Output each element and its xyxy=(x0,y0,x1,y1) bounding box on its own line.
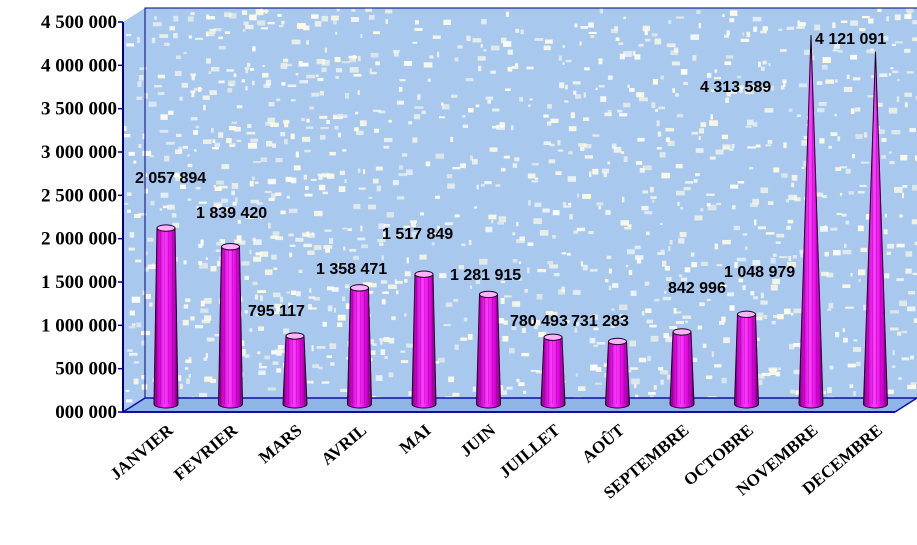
data-label: 1 048 979 xyxy=(724,264,795,281)
bar xyxy=(862,51,889,409)
bar xyxy=(282,332,308,409)
x-tick-label: MARS xyxy=(255,421,306,468)
bar xyxy=(798,35,824,409)
bar xyxy=(604,337,631,409)
bar xyxy=(153,224,179,409)
x-tick-label: JANVIER xyxy=(106,420,177,484)
bars xyxy=(153,35,889,409)
bar xyxy=(669,328,695,409)
y-tick-label: 3 000 000 xyxy=(41,142,117,163)
y-tick-label: 1 500 000 xyxy=(41,272,117,293)
x-tick-label: FEVRIER xyxy=(170,420,241,484)
bar xyxy=(411,270,437,409)
bar xyxy=(475,290,502,409)
y-tick-label: 500 000 xyxy=(55,359,117,380)
data-label: 1 839 420 xyxy=(196,205,267,222)
y-tick-label: 1 000 000 xyxy=(41,315,117,336)
data-label: 1 281 915 xyxy=(450,267,521,284)
bar xyxy=(540,333,566,409)
data-label: 780 493 xyxy=(510,313,568,330)
plot-back-wall xyxy=(123,7,917,413)
y-tick-label: 2 000 000 xyxy=(41,229,117,250)
data-label: 1 517 849 xyxy=(382,226,453,243)
y-tick-label: 2 500 000 xyxy=(41,185,117,206)
bar xyxy=(346,284,373,409)
y-tick-label: 4 500 000 xyxy=(41,12,117,33)
y-tick-label: 000 000 xyxy=(55,402,117,423)
x-tick-label: AVRIL xyxy=(318,421,371,469)
y-tick-label: 3 500 000 xyxy=(41,99,117,120)
x-tick-label: JUILLET xyxy=(496,420,564,482)
data-labels: 2 057 894 1 839 420 795 117 1 358 471 1 517 … xyxy=(135,31,886,330)
bar xyxy=(733,310,760,409)
x-tick-label: AOÛT xyxy=(578,420,628,467)
data-label: 795 117 xyxy=(248,303,305,320)
y-tick-label: 4 000 000 xyxy=(41,55,117,76)
data-label: 4 313 589 xyxy=(700,79,771,96)
plot-floor xyxy=(120,397,917,413)
data-label: 4 121 091 xyxy=(815,31,886,48)
x-tick-label: MAI xyxy=(396,420,435,457)
data-label: 842 996 xyxy=(668,280,726,297)
bar xyxy=(217,243,244,409)
data-label: 2 057 894 xyxy=(135,170,206,187)
x-tick-label: JUIN xyxy=(456,420,499,461)
data-label: 731 283 xyxy=(571,313,629,330)
data-label: 1 358 471 xyxy=(316,261,387,278)
y-axis-ticks: 000 000 500 000 1 000 000 1 500 000 2 000 00… xyxy=(41,12,123,423)
